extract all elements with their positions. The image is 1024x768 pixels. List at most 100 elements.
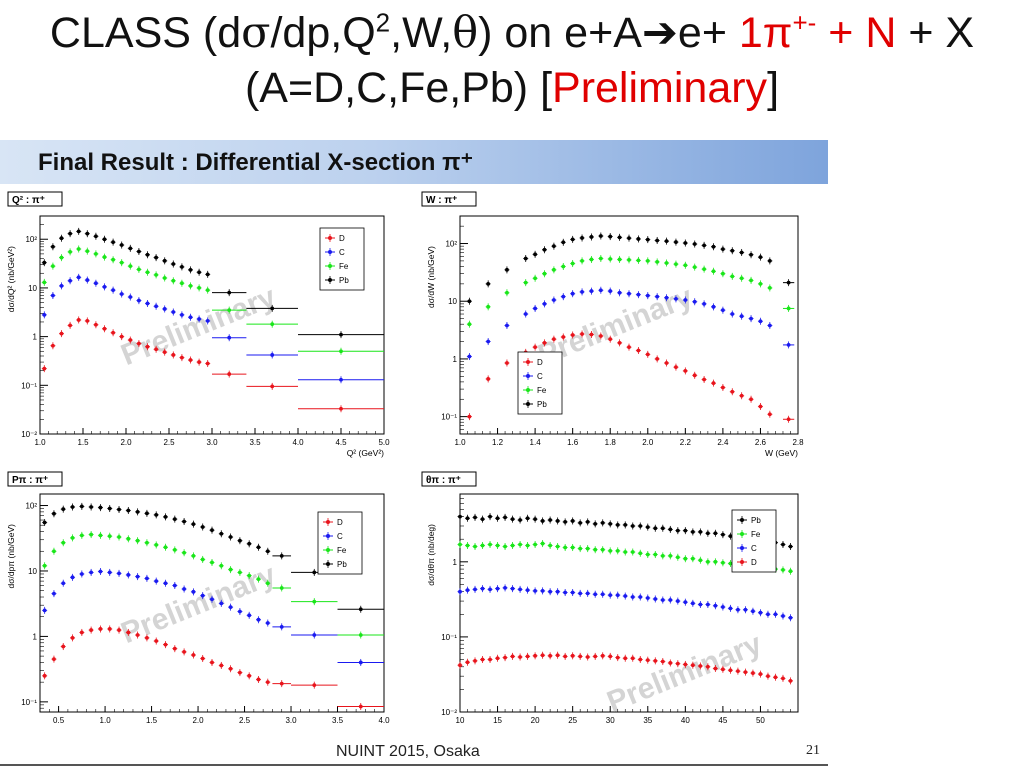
marker xyxy=(638,658,642,662)
legend: DCFePb xyxy=(320,228,364,290)
marker xyxy=(683,369,687,373)
chart-svg: W : π⁺Preliminary1.0 1.2 1.4 1.6 1.8 2.0 2.2 2.… xyxy=(414,186,826,464)
marker xyxy=(458,663,462,667)
marker xyxy=(111,258,115,262)
x-axis-title: W (GeV) xyxy=(765,448,798,458)
panel-label-text: W : π⁺ xyxy=(426,195,457,206)
marker xyxy=(608,655,612,659)
x-tick-label: 2.2 xyxy=(680,438,692,447)
marker xyxy=(339,407,343,411)
chart-svg: Pπ : π⁺Preliminary0.5 1.0 1.5 2.0 2.5 3.0 3.5 4… xyxy=(0,466,410,726)
marker xyxy=(543,341,547,345)
title-text: ,W, xyxy=(390,9,452,57)
title-text: (A=D,C,Fe,Pb) [ xyxy=(245,64,552,112)
marker xyxy=(676,555,680,559)
marker xyxy=(137,299,141,303)
marker xyxy=(533,307,537,311)
x-tick-label: 1.5 xyxy=(77,438,89,447)
marker xyxy=(721,247,725,251)
marker xyxy=(77,247,81,251)
marker xyxy=(164,515,168,519)
legend-marker xyxy=(328,236,332,240)
marker xyxy=(627,258,631,262)
marker xyxy=(94,281,98,285)
marker xyxy=(43,674,47,678)
banner-title: Final Result : Differential X-section π⁺ xyxy=(38,148,473,177)
marker xyxy=(257,618,261,622)
marker xyxy=(270,353,274,357)
marker xyxy=(60,236,64,240)
marker xyxy=(120,292,124,296)
marker xyxy=(52,592,56,596)
marker xyxy=(721,667,725,671)
marker xyxy=(578,655,582,659)
legend-marker xyxy=(326,534,330,538)
marker xyxy=(736,669,740,673)
marker xyxy=(467,322,471,326)
marker xyxy=(60,256,64,260)
marker xyxy=(111,331,115,335)
marker xyxy=(280,586,284,590)
marker xyxy=(312,633,316,637)
marker xyxy=(458,590,462,594)
x-tick-label: 40 xyxy=(681,716,690,725)
marker xyxy=(163,259,167,263)
marker xyxy=(646,352,650,356)
marker xyxy=(608,522,612,526)
marker xyxy=(266,621,270,625)
marker xyxy=(655,260,659,264)
legend-marker xyxy=(740,560,744,564)
marker xyxy=(136,575,140,579)
marker xyxy=(586,655,590,659)
marker xyxy=(210,597,214,601)
legend-marker xyxy=(326,562,330,566)
marker xyxy=(128,264,132,268)
y-tick-label: 10⁻¹ xyxy=(441,633,457,642)
legend-label: D xyxy=(337,518,343,527)
marker xyxy=(473,545,477,549)
marker xyxy=(655,239,659,243)
marker xyxy=(586,547,590,551)
marker xyxy=(646,525,650,529)
marker xyxy=(466,660,470,664)
marker xyxy=(768,412,772,416)
marker xyxy=(359,607,363,611)
panel-label-text: Q² : π⁺ xyxy=(12,195,45,206)
chart-theta-pion: θπ : π⁺ Preliminary 10 15 20 25 30 35 40 45 50 10⁻²… xyxy=(414,466,826,726)
y-tick-label: 10 xyxy=(28,567,37,576)
legend-label: Pb xyxy=(337,560,347,569)
marker xyxy=(164,643,168,647)
legend-marker xyxy=(740,546,744,550)
x-tick-label: 1.2 xyxy=(492,438,504,447)
marker xyxy=(636,259,640,263)
marker xyxy=(526,516,530,520)
x-tick-label: 1.8 xyxy=(605,438,617,447)
marker xyxy=(744,608,748,612)
marker xyxy=(120,261,124,265)
marker xyxy=(219,601,223,605)
marker xyxy=(712,381,716,385)
marker xyxy=(768,259,772,263)
marker xyxy=(691,663,695,667)
marker xyxy=(270,322,274,326)
marker xyxy=(192,554,196,558)
x-tick-label: 4.0 xyxy=(378,716,390,725)
marker xyxy=(128,338,132,342)
marker xyxy=(661,526,665,530)
x-tick-label: 3.0 xyxy=(206,438,218,447)
x-tick-label: 4.5 xyxy=(335,438,347,447)
marker xyxy=(571,546,575,550)
title-text: /dp,Q xyxy=(270,9,375,57)
marker xyxy=(702,243,706,247)
marker xyxy=(759,282,763,286)
marker xyxy=(561,240,565,244)
marker xyxy=(618,341,622,345)
marker xyxy=(740,394,744,398)
marker xyxy=(774,675,778,679)
x-tick-label: 3.5 xyxy=(249,438,261,447)
marker xyxy=(145,541,149,545)
marker xyxy=(266,581,270,585)
marker xyxy=(120,243,124,247)
y-tick-label: 10⁻² xyxy=(441,708,457,717)
legend-label: Pb xyxy=(751,516,761,525)
